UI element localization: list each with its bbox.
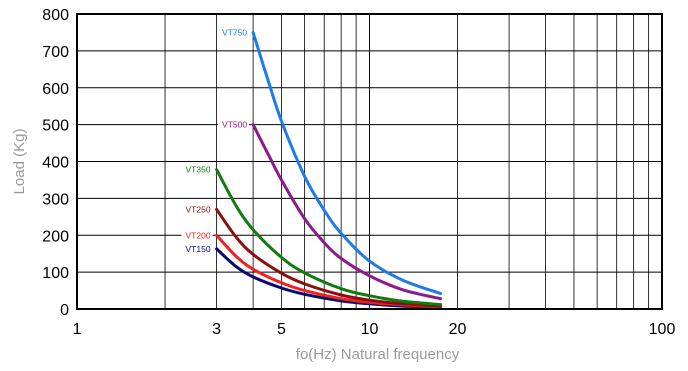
x-tick-labels: 1 3 5 10 20 100: [73, 321, 676, 338]
series-label-vt250: VT250: [186, 204, 211, 214]
x-tick-label: 100: [649, 321, 676, 338]
series-line-vt500: [251, 123, 443, 301]
y-tick-label: 200: [42, 228, 69, 245]
y-tick-label: 0: [60, 302, 69, 319]
series-lines: [215, 30, 443, 309]
series-label-vt750: VT750: [222, 27, 247, 37]
x-tick-label: 20: [449, 321, 467, 338]
y-tick-label: 400: [42, 155, 69, 172]
x-tick-label: 10: [361, 321, 379, 338]
x-tick-label: 5: [277, 321, 286, 338]
series-label-bg: [218, 118, 250, 131]
series-label-bg: [181, 203, 213, 216]
series-label-vt150: VT150: [186, 244, 211, 254]
x-axis-title: fo(Hz) Natural frequency: [296, 346, 460, 363]
series-line-vt750: [251, 30, 443, 295]
x-tick-label: 3: [212, 321, 221, 338]
series-line-vt350: [215, 168, 443, 307]
series-label-vt350: VT350: [186, 165, 211, 175]
x-tick-label: 1: [73, 321, 82, 338]
series-line-vt150: [215, 247, 443, 309]
series-label-vt200: VT200: [186, 230, 211, 240]
y-tick-label: 800: [42, 7, 69, 24]
series-labels: VT150 VT200 VT250 VT350 VT500 VT750: [181, 26, 250, 255]
series-label-vt500: VT500: [222, 120, 247, 130]
plot-frame: [76, 13, 663, 310]
y-tick-label: 100: [42, 265, 69, 282]
series-label-bg: [181, 229, 213, 242]
y-tick-label: 600: [42, 81, 69, 98]
y-tick-label: 300: [42, 191, 69, 208]
y-tick-label: 700: [42, 44, 69, 61]
series-line-vt250: [215, 207, 443, 308]
y-tick-labels: 0 100 200 300 400 500 600 700 800: [42, 7, 69, 319]
series-label-bg: [181, 163, 213, 176]
y-axis-title: Load (Kg): [11, 129, 28, 195]
series-label-bg: [181, 242, 213, 255]
series-label-bg: [218, 26, 250, 39]
grid: [77, 13, 662, 310]
y-tick-label: 500: [42, 118, 69, 135]
